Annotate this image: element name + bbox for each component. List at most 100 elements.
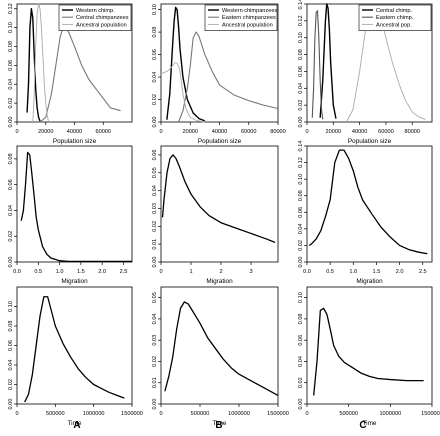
y-tick-label: 0.08: [8, 41, 14, 52]
y-tick-label: 0.08: [8, 153, 14, 164]
y-tick-label: 0.00: [298, 117, 304, 128]
y-tick-label: 0.05: [152, 292, 158, 303]
column-label-c: C: [359, 420, 366, 431]
y-tick-label: 0.12: [298, 15, 304, 26]
y-tick-label: 0.00: [8, 399, 14, 410]
x-tick-label: 0.5: [34, 269, 42, 275]
legend-entry: Western chimpanzees: [222, 8, 277, 14]
y-tick-label: 0.08: [298, 49, 304, 60]
panel-r0-c1: 0 20000 40000 60000 80000 0.00 0.02 0.04 0.06 0.0…: [152, 3, 286, 145]
x-tick-label: 0.5: [326, 269, 334, 275]
charts-layer: 0 20000 40000 600000.000.020.040.060.080.10…: [8, 0, 440, 427]
x-axis-title: Migration: [356, 278, 383, 285]
panel-r2-c2: 0 500000 1000000 1500000 0.00 0.02 0.04 0.06 0.0…: [298, 286, 440, 427]
y-tick-label: 0.02: [152, 221, 158, 232]
y-tick-label: 0.10: [298, 174, 304, 185]
x-tick-label: 0: [159, 411, 162, 417]
x-tick-label: 1.0: [349, 269, 357, 275]
y-tick-label: 0.08: [152, 27, 158, 38]
x-tick-label: 500000: [46, 411, 65, 417]
x-tick-label: 40000: [212, 129, 228, 135]
y-tick-label: 0.03: [152, 203, 158, 214]
legend-box: [58, 4, 132, 31]
legend-entry: Central chimp.: [376, 8, 413, 14]
series-line-3: [32, 3, 50, 123]
y-tick-label: 0.02: [298, 240, 304, 251]
x-tick-label: 0: [159, 129, 162, 135]
panel-r2-c0: 0 500000 1000000 1500000 0.00 0.02 0.04 0.06 0.0…: [8, 286, 143, 427]
y-tick-label: 0.04: [8, 79, 14, 90]
y-tick-label: 0.02: [152, 94, 158, 105]
panel-r2-c1: 0 500000 1000000 1500000 0.00 0.01 0.02 0.03 0.0…: [152, 286, 289, 427]
panel-r1-c1: 0 1 2 3 0.00 0.01 0.02 0.03 0.04 0.05 0.06 Migratio…: [152, 145, 279, 285]
x-tick-label: 500000: [191, 411, 210, 417]
x-tick-label: 1000000: [228, 411, 250, 417]
y-tick-label: 0.06: [8, 60, 14, 71]
plot-frame: [306, 286, 433, 405]
y-tick-label: 0.02: [298, 377, 304, 388]
x-axis-title: Population size: [53, 138, 97, 145]
x-tick-label: 20000: [326, 129, 342, 135]
legend: Western chimp.Central chimpanzeesAncestr…: [58, 4, 132, 31]
x-tick-label: 0.0: [303, 269, 311, 275]
y-tick-label: 0.10: [8, 22, 14, 33]
y-tick-label: 0.06: [152, 49, 158, 60]
y-tick-label: 0.04: [298, 83, 304, 94]
y-tick-label: 0.10: [8, 301, 14, 312]
y-tick-label: 0.08: [298, 190, 304, 201]
plot-frame: [306, 3, 433, 123]
x-tick-label: 1.5: [373, 269, 381, 275]
y-tick-label: 0.02: [298, 100, 304, 111]
legend-box: [358, 4, 432, 31]
x-tick-label: 60000: [378, 129, 394, 135]
x-tick-label: 1.0: [56, 269, 64, 275]
x-tick-label: 0: [159, 269, 162, 275]
y-tick-label: 0.04: [152, 72, 158, 83]
legend-entry: Central chimpanzees: [76, 15, 129, 21]
column-labels: A B C: [73, 420, 366, 431]
x-tick-label: 1: [189, 269, 192, 275]
panel-r1-c0: 0.0 0.5 1.0 1.5 2.0 2.5 0.00 0.02 0.04 0.06 0.08 Mi…: [8, 145, 133, 285]
plot-frame: [160, 145, 279, 263]
y-tick-label: 0.00: [298, 257, 304, 268]
series-line-2: [39, 27, 121, 123]
x-tick-label: 80000: [404, 129, 420, 135]
legend-box: [204, 4, 278, 31]
y-tick-label: 0.02: [8, 231, 14, 242]
x-tick-label: 0: [305, 129, 308, 135]
column-label-b: B: [215, 420, 222, 431]
y-tick-label: 0.06: [298, 66, 304, 77]
x-axis-title: Time: [213, 420, 227, 427]
x-tick-label: 1000000: [83, 411, 105, 417]
series-line-2: [178, 31, 279, 123]
y-tick-label: 0.10: [298, 32, 304, 43]
x-tick-label: 2.5: [419, 269, 427, 275]
legend-entry: Western chimp.: [76, 8, 115, 14]
x-axis-title: Time: [68, 420, 82, 427]
y-tick-label: 0.05: [152, 167, 158, 178]
plot-frame: [16, 286, 133, 405]
legend: Central chimp.Eastern chimp.Ancestral po…: [358, 4, 432, 31]
series-line-1: [308, 149, 428, 255]
y-tick-label: 0.02: [8, 98, 14, 109]
x-tick-label: 0.0: [13, 269, 21, 275]
legend-entry: Ancestral pop.: [376, 22, 412, 28]
x-tick-label: 0: [15, 129, 18, 135]
x-tick-label: 2.0: [396, 269, 404, 275]
y-tick-label: 0.04: [152, 313, 158, 324]
y-tick-label: 0.00: [152, 117, 158, 128]
panel-r1-c2: 0.0 0.5 1.0 1.5 2.0 2.5 0.00 0.02 0.04 0.06 0.08 0.…: [298, 141, 433, 285]
y-tick-label: 0.06: [8, 179, 14, 190]
y-tick-label: 0.10: [298, 292, 304, 303]
series-line-1: [24, 296, 125, 403]
y-tick-label: 0.04: [298, 356, 304, 367]
x-tick-label: 1.5: [77, 269, 85, 275]
x-axis-title: Migration: [61, 278, 88, 285]
y-tick-label: 0.00: [152, 257, 158, 268]
x-tick-label: 20000: [38, 129, 54, 135]
y-tick-label: 0.14: [298, 0, 304, 9]
y-tick-label: 0.06: [152, 149, 158, 160]
y-tick-label: 0.08: [8, 321, 14, 332]
legend-entry: Eastern chimp.: [376, 15, 414, 21]
